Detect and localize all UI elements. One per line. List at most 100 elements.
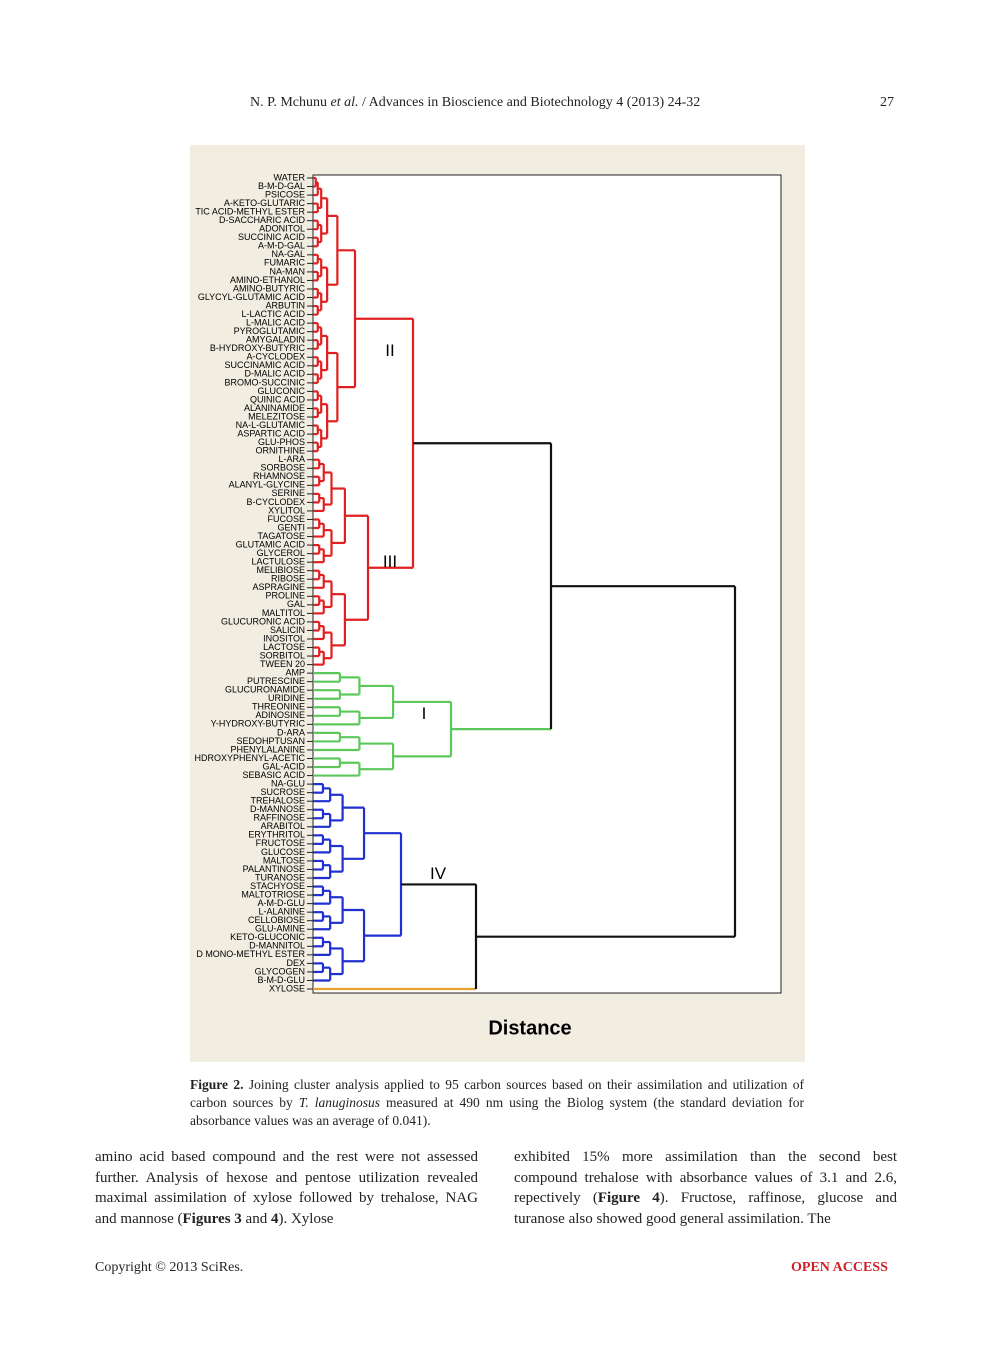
leaf-label: PSICOSE <box>265 189 305 199</box>
cluster-label: II <box>385 341 394 360</box>
leaf-label: DEX <box>286 958 305 968</box>
leaf-label: MELIBIOSE <box>256 565 305 575</box>
leaf-label: GAL <box>287 599 305 609</box>
leaf-label: URIDINE <box>268 693 305 703</box>
author: N. P. Mchunu <box>250 95 331 110</box>
leaf-label: ASPARTIC ACID <box>237 428 305 438</box>
text: exhibited 15% more assimilation than the… <box>514 1149 897 1206</box>
cluster-label: III <box>383 552 397 571</box>
leaf-label: NA-L-GLUTAMIC <box>236 420 306 430</box>
leaf-label: SORBITOL <box>260 650 305 660</box>
x-axis-label: Distance <box>488 1017 571 1039</box>
leaf-label: MALTOTRIOSE <box>241 889 305 899</box>
leaf-label: FUMARIC <box>264 258 305 268</box>
leaf-label: MALTOSE <box>263 855 305 865</box>
leaf-label: THREONINE <box>252 702 305 712</box>
leaf-label: D-MANNOSE <box>250 804 305 814</box>
caption-text: Joining cluster analysis applied to 95 c… <box>190 1077 804 1110</box>
leaf-label: GLUCURONIC ACID <box>221 616 306 626</box>
leaf-label: TIC ACID-METHYL ESTER <box>195 207 305 217</box>
leaf-label: GLYCOGEN <box>255 966 305 976</box>
figure: WATERB-M-D-GALPSICOSEA-KETO-GLUTARICTIC … <box>190 145 805 1062</box>
leaf-label: A-M-D-GAL <box>258 241 305 251</box>
copyright: Copyright © 2013 SciRes. <box>95 1260 244 1275</box>
ref: 4 <box>270 1210 279 1227</box>
leaf-label: NA-MAN <box>270 266 306 276</box>
leaf-label: L-ALANINE <box>258 907 305 917</box>
et-al: et al. <box>330 95 359 110</box>
leaf-label: A-M-D-GLU <box>258 898 306 908</box>
leaf-label: GLYCYL-GLUTAMIC ACID <box>198 292 306 302</box>
leaf-label: ALANINAMIDE <box>244 403 305 413</box>
text: amino acid based compound and the rest w… <box>95 1149 478 1227</box>
leaf-label: L-ARA <box>278 454 305 464</box>
running-header: N. P. Mchunu et al. / Advances in Biosci… <box>250 95 700 111</box>
leaf-label: L-MALIC ACID <box>246 318 306 328</box>
leaf-label: TREHALOSE <box>250 796 305 806</box>
cluster-label: IV <box>430 864 447 883</box>
leaf-label: B-CYCLODEX <box>246 497 305 507</box>
leaf-label: WATER <box>274 172 306 182</box>
ref: Figures 3 <box>182 1210 242 1227</box>
figure-caption: Figure 2. Joining cluster analysis appli… <box>190 1076 804 1130</box>
leaf-label: SERINE <box>271 488 305 498</box>
ref: Figure 4 <box>597 1190 660 1206</box>
leaf-label: AMP <box>285 668 305 678</box>
leaf-label: RIBOSE <box>271 574 305 584</box>
leaf-label: TURANOSE <box>255 872 305 882</box>
leaf-label: GENTI <box>277 522 305 532</box>
leaf-label: PYROGLUTAMIC <box>234 326 306 336</box>
leaf-label: L-LACTIC ACID <box>241 309 305 319</box>
leaf-label: BROMO-SUCCINIC <box>225 377 306 387</box>
leaf-label: Y-HYDROXY-BUTYRIC <box>211 719 306 729</box>
leaf-label: SEDOHPTUSAN <box>236 736 305 746</box>
leaf-label: ADONITOL <box>259 224 305 234</box>
leaf-label: SEBASIC ACID <box>242 770 305 780</box>
leaf-label: D-ARA <box>277 727 305 737</box>
leaf-label: PUTRESCINE <box>247 676 305 686</box>
leaf-label: SALICIN <box>270 625 305 635</box>
leaf-label: RAFFINOSE <box>253 813 305 823</box>
journal: / Advances in Bioscience and Biotechnolo… <box>358 95 701 110</box>
leaf-label: GLU-PHOS <box>258 437 305 447</box>
leaf-label: AMINO-ETHANOL <box>230 275 305 285</box>
leaf-label: FRUCTOSE <box>256 838 305 848</box>
leaf-label: NA-GLU <box>271 778 305 788</box>
leaf-label: B-M-D-GLU <box>258 975 306 985</box>
leaf-label: TAGATOSE <box>257 531 305 541</box>
leaf-label: QUINIC ACID <box>250 394 306 404</box>
text: and <box>241 1210 271 1227</box>
leaf-label: GLUCOSE <box>261 847 305 857</box>
leaf-label: SUCROSE <box>260 787 305 797</box>
leaf-label: GLUCURONAMIDE <box>225 685 305 695</box>
leaf-label: STACHYOSE <box>250 881 305 891</box>
leaf-label: D-MALIC ACID <box>244 369 305 379</box>
leaf-label: SUCCINAMIC ACID <box>224 360 305 370</box>
species: T. lanuginosus <box>298 1095 380 1110</box>
text: ). Xylose <box>278 1210 334 1227</box>
leaf-label: PALANTINOSE <box>243 864 305 874</box>
leaf-label: GLU-AMINE <box>255 924 305 934</box>
leaf-label: ORNITHINE <box>256 446 306 456</box>
page-number: 27 <box>880 95 894 110</box>
leaf-label: B-M-D-GAL <box>258 181 305 191</box>
cluster-label: I <box>422 704 427 723</box>
leaf-label: GAL-ACID <box>262 761 305 771</box>
leaf-label: GLUCONIC <box>257 386 305 396</box>
leaf-label: HDROXYPHENYL-ACETIC <box>194 753 305 763</box>
leaf-label: GLYCEROL <box>257 548 305 558</box>
caption-label: Figure 2. <box>190 1077 244 1092</box>
leaf-label: SUCCINIC ACID <box>238 232 306 242</box>
leaf-label: PHENYLALANINE <box>230 744 305 754</box>
body-right: exhibited 15% more assimilation than the… <box>514 1147 897 1229</box>
leaf-label: ADINOSINE <box>255 710 305 720</box>
leaf-label: AMYGALADIN <box>246 335 305 345</box>
leaf-label: LACTOSE <box>263 642 305 652</box>
leaf-label: SORBOSE <box>260 463 305 473</box>
leaf-label: MALTITOL <box>262 608 305 618</box>
leaf-label: ARBUTIN <box>265 300 305 310</box>
leaf-label: XYLITOL <box>268 505 305 515</box>
leaf-label: XYLOSE <box>269 983 305 993</box>
caption-text: measured at 490 nm using the Biolog syst… <box>190 1095 804 1128</box>
